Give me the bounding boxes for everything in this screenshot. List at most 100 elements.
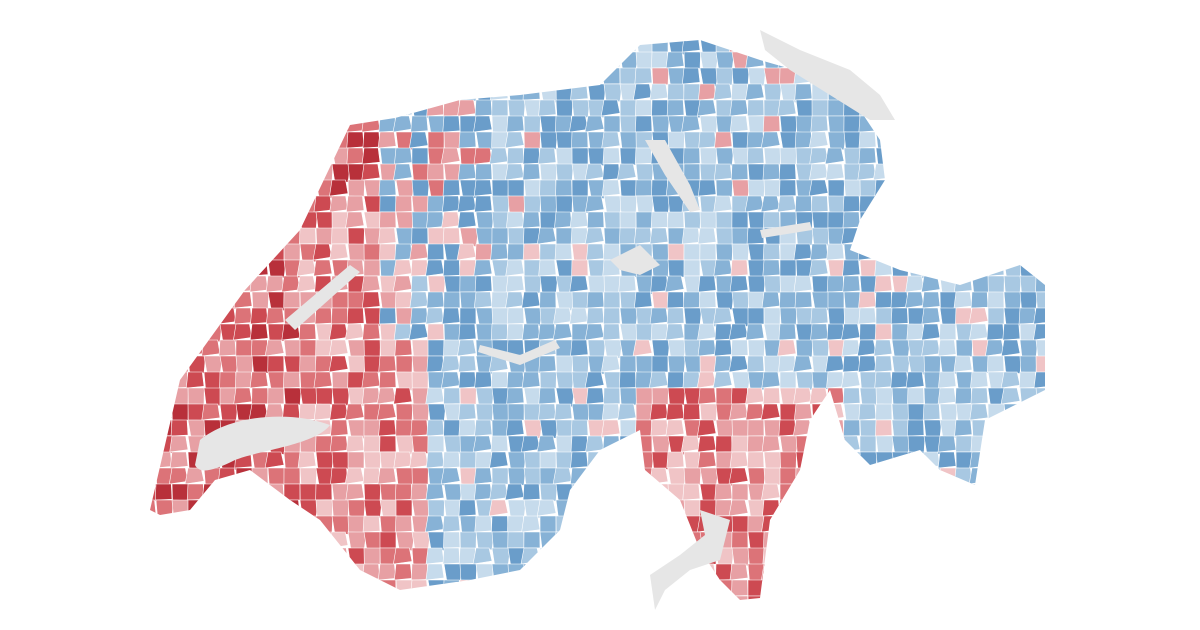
municipality <box>313 403 333 421</box>
municipality <box>249 323 269 341</box>
municipality <box>728 355 749 373</box>
municipality <box>584 115 605 133</box>
municipality <box>891 435 911 455</box>
municipality <box>171 307 191 327</box>
municipality <box>314 595 333 600</box>
municipality <box>411 563 429 581</box>
municipality <box>731 131 750 150</box>
municipality <box>827 195 846 214</box>
municipality <box>923 243 941 261</box>
municipality <box>825 40 845 53</box>
municipality <box>634 531 653 549</box>
municipality <box>331 499 350 518</box>
municipality <box>955 67 973 85</box>
municipality <box>907 403 925 421</box>
municipality <box>473 179 493 197</box>
municipality <box>282 179 301 197</box>
municipality <box>635 51 654 70</box>
municipality <box>747 115 766 134</box>
municipality <box>859 323 877 341</box>
municipality <box>331 227 349 245</box>
municipality <box>777 499 797 517</box>
municipality <box>923 227 943 247</box>
municipality <box>891 547 909 565</box>
municipality <box>921 579 941 597</box>
municipality <box>921 307 941 325</box>
municipality <box>939 563 959 583</box>
municipality <box>907 563 927 583</box>
municipality <box>394 147 413 165</box>
municipality <box>234 579 253 597</box>
municipality <box>552 323 573 341</box>
municipality <box>1049 388 1068 404</box>
municipality <box>555 51 574 70</box>
municipality <box>443 595 463 600</box>
municipality <box>936 547 957 565</box>
municipality <box>171 275 192 296</box>
municipality <box>683 291 701 309</box>
municipality <box>251 387 269 405</box>
municipality <box>571 515 591 535</box>
municipality <box>682 67 701 85</box>
municipality <box>1035 579 1045 598</box>
municipality <box>1003 259 1023 279</box>
municipality <box>395 499 413 517</box>
municipality <box>522 483 541 501</box>
municipality <box>251 499 269 517</box>
municipality <box>187 403 205 421</box>
municipality <box>364 20 380 36</box>
municipality <box>539 243 557 261</box>
municipality <box>1003 355 1022 374</box>
municipality <box>667 595 686 600</box>
municipality <box>522 20 540 36</box>
municipality <box>219 595 239 600</box>
municipality <box>507 243 525 261</box>
municipality <box>906 147 925 165</box>
municipality <box>150 227 157 245</box>
municipality <box>219 563 237 581</box>
municipality <box>393 67 413 85</box>
municipality <box>811 227 831 247</box>
municipality <box>251 547 271 567</box>
municipality <box>150 195 159 215</box>
municipality <box>969 451 989 469</box>
municipality <box>473 291 493 309</box>
municipality <box>891 355 911 375</box>
lake <box>478 340 560 365</box>
municipality <box>443 40 463 55</box>
municipality <box>875 483 895 503</box>
municipality <box>346 595 365 600</box>
municipality <box>235 467 253 485</box>
municipality <box>763 147 782 166</box>
municipality <box>875 419 893 437</box>
municipality <box>586 211 605 229</box>
municipality <box>1019 563 1037 581</box>
municipality <box>442 579 461 597</box>
municipality <box>555 579 575 599</box>
municipality <box>154 115 173 133</box>
municipality <box>251 51 272 72</box>
municipality <box>267 163 285 181</box>
municipality <box>827 307 846 326</box>
municipality <box>859 435 877 453</box>
municipality <box>394 339 413 357</box>
municipality <box>153 211 173 229</box>
municipality <box>539 547 558 566</box>
municipality <box>394 83 413 101</box>
municipality <box>889 612 908 628</box>
municipality <box>923 355 941 373</box>
municipality <box>505 291 525 309</box>
municipality <box>249 275 269 293</box>
municipality <box>777 339 797 357</box>
municipality <box>571 40 590 54</box>
municipality <box>1051 212 1068 228</box>
municipality <box>619 451 637 469</box>
municipality <box>619 579 637 597</box>
municipality <box>683 579 703 599</box>
municipality <box>841 339 861 357</box>
municipality <box>187 563 206 582</box>
municipality <box>841 499 861 517</box>
municipality <box>811 339 830 358</box>
municipality <box>731 83 749 101</box>
municipality <box>697 323 717 341</box>
